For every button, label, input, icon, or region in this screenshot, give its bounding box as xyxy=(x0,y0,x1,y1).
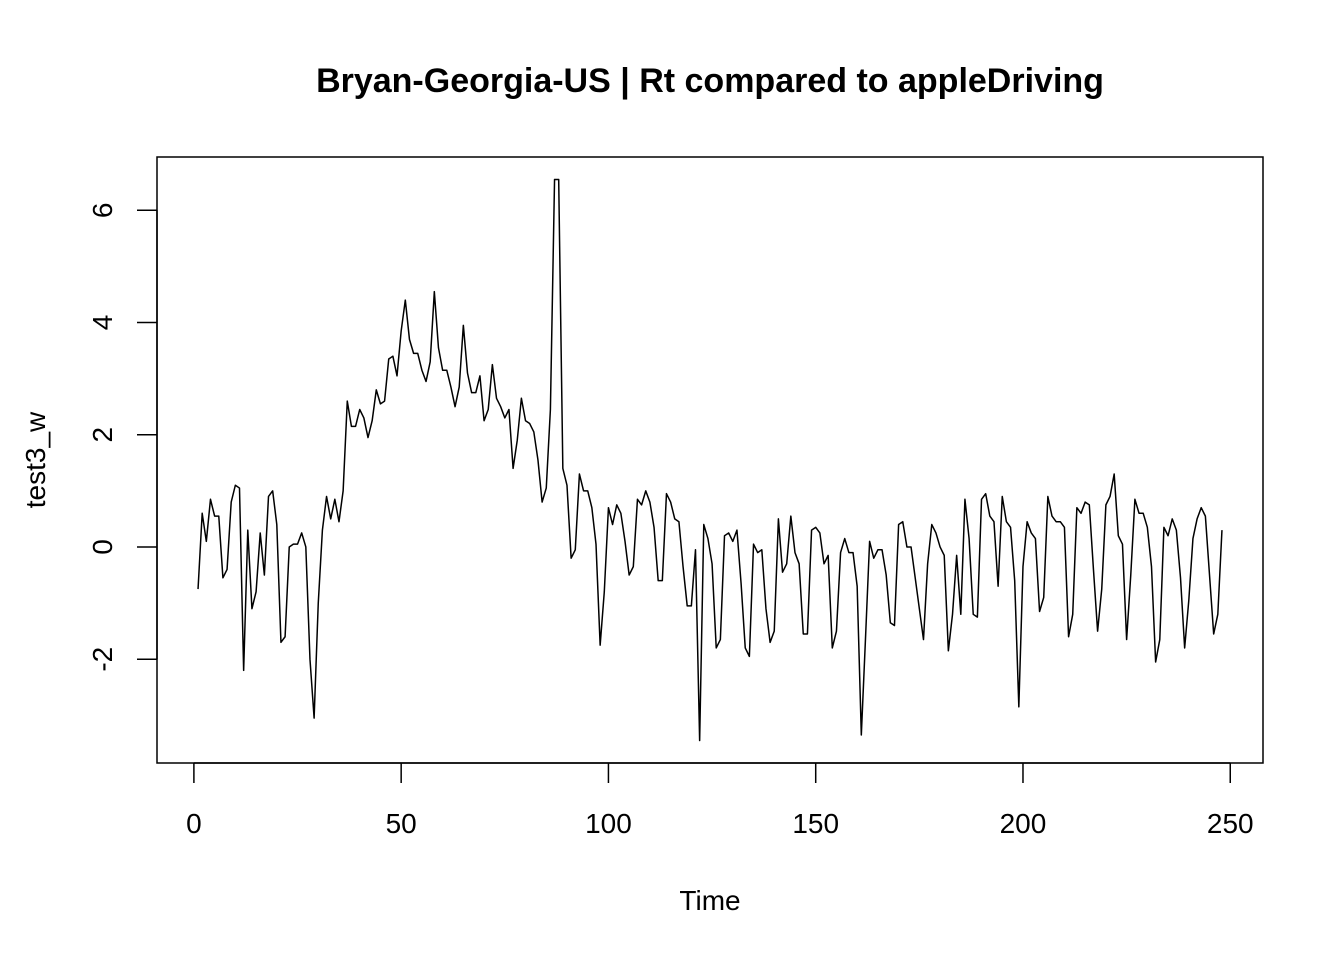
x-axis: 0 50 100 150 200 250 xyxy=(186,762,1254,839)
y-tick-label: -2 xyxy=(87,647,118,672)
plot-box xyxy=(156,156,1264,764)
y-tick-label: 6 xyxy=(87,203,118,219)
x-tick-label: 100 xyxy=(585,808,632,839)
chart-title: Bryan-Georgia-US | Rt compared to appleD… xyxy=(316,62,1104,100)
y-tick-label: 0 xyxy=(87,539,118,555)
x-tick-label: 200 xyxy=(1000,808,1047,839)
y-axis: -2 0 2 4 6 xyxy=(87,203,158,672)
x-tick-label: 250 xyxy=(1207,808,1254,839)
x-tick-label: 0 xyxy=(186,808,202,839)
x-tick-label: 150 xyxy=(792,808,839,839)
x-tick-label: 50 xyxy=(386,808,417,839)
series-line xyxy=(197,178,1223,742)
x-axis-label: Time xyxy=(679,885,740,916)
y-axis-label: test3_w xyxy=(20,411,51,508)
y-tick-label: 4 xyxy=(87,315,118,331)
y-tick-label: 2 xyxy=(87,427,118,443)
